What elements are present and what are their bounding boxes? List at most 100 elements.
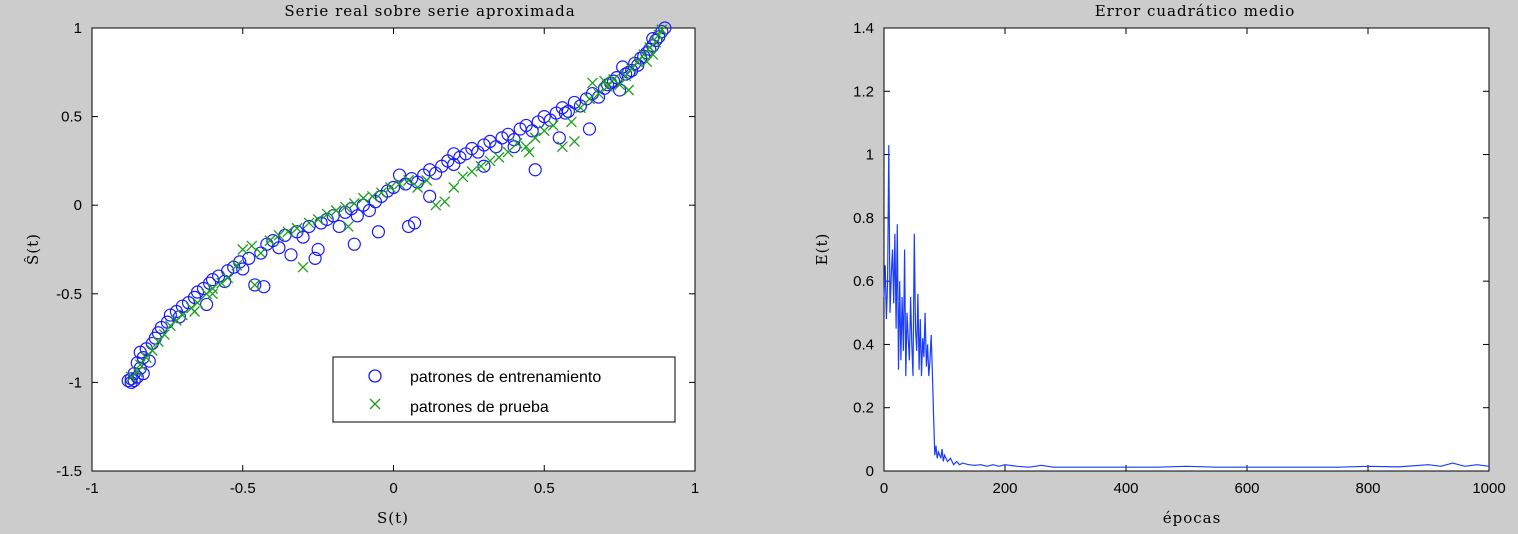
legend-test-label: patrones de prueba [410,399,549,416]
train-point [362,203,376,218]
test-point [565,116,577,128]
test-point [599,75,611,87]
scatter-ytick-label: -1 [69,374,82,391]
scatter-ytick-label: 1 [74,20,82,37]
test-point [626,63,638,75]
train-point [284,248,298,262]
train-point [248,278,262,292]
legend-train-label: patrones de entrenamiento [410,369,601,386]
error-ytick-label: 0 [866,463,874,480]
scatter-ytick-label: 0 [74,197,82,214]
test-point [140,352,152,364]
train-point [649,33,663,48]
test-point [222,272,234,284]
train-point [350,209,364,223]
legend-train-marker [368,369,382,383]
test-point [412,182,424,193]
test-point [511,137,523,149]
error-ytick-label: 0.6 [853,273,874,290]
test-point [321,208,333,220]
error-ytick-label: 0.4 [853,336,874,353]
error-ytick-label: 0.8 [853,210,874,227]
test-point [366,190,378,202]
train-point [302,219,316,234]
test-point [568,135,580,147]
test-point [547,120,559,131]
train-point [525,124,539,138]
test-point [457,171,469,183]
test-point [430,199,442,211]
test-point [466,166,478,177]
error-xtick-label: 400 [1113,480,1138,497]
scatter-xtick-label: 1 [691,480,699,497]
test-point [231,259,243,271]
test-point [602,81,614,92]
test-point [593,88,604,100]
test-point [520,141,532,153]
test-point [653,29,665,41]
train-point [619,67,633,81]
train-point [558,106,572,120]
test-point [502,146,514,158]
train-point [236,262,250,276]
test-point [330,205,342,216]
error-title: Error cuadrático medio [1095,2,1296,20]
test-point [538,125,550,137]
legend-test-marker [369,398,381,410]
test-point [650,36,662,48]
legend-box [332,356,676,423]
train-point [582,122,597,136]
error-line [883,145,1490,468]
test-point [342,221,354,232]
test-point [207,288,219,300]
test-point [158,329,170,341]
error-ytick-label: 1.4 [853,20,874,37]
test-point [146,345,158,356]
error-chart: Error cuadrático medio épocas E(t) 0 200 4… [813,2,1506,527]
error-xtick-label: 0 [880,480,888,497]
test-point [303,217,315,229]
error-xtick-label: 200 [992,480,1017,497]
error-ytick-label: 0.2 [853,400,874,417]
train-point [610,71,624,85]
test-point [339,201,351,213]
scatter-title: Serie real sobre serie aproximada [284,2,575,20]
test-point [131,366,143,378]
error-ytick-label: 1 [866,147,874,164]
scatter-ytick-label: 0.5 [61,109,82,126]
test-point [475,160,487,172]
test-point [529,132,541,144]
test-point [620,70,632,82]
test-point [587,77,598,89]
train-point [202,276,217,290]
train-point [447,147,461,161]
test-point [297,261,309,273]
train-point [392,168,407,182]
test-point [375,187,387,199]
train-point [254,246,268,260]
error-ytick-label: 1.2 [853,83,874,100]
train-point [296,230,310,244]
train-point [332,219,346,234]
test-point [189,306,200,317]
test-point [246,240,258,252]
train-point [272,241,286,255]
error-xtick-label: 800 [1355,480,1380,497]
test-point [273,229,285,241]
test-point [641,56,653,68]
scatter-xtick-label: -1 [85,480,98,497]
train-point [591,90,606,104]
train-point [386,180,401,195]
scatter-xtick-label: -0.5 [230,480,256,497]
test-point [348,197,360,209]
scatter-ytick-label: -1.5 [56,463,82,480]
test-point [523,146,535,158]
test-point [176,309,188,321]
train-point [477,159,491,173]
train-point [242,251,256,265]
error-xlabel: épocas [1163,509,1222,527]
test-point [134,359,146,371]
test-point [638,49,650,61]
error-xtick-label: 1000 [1472,480,1505,497]
